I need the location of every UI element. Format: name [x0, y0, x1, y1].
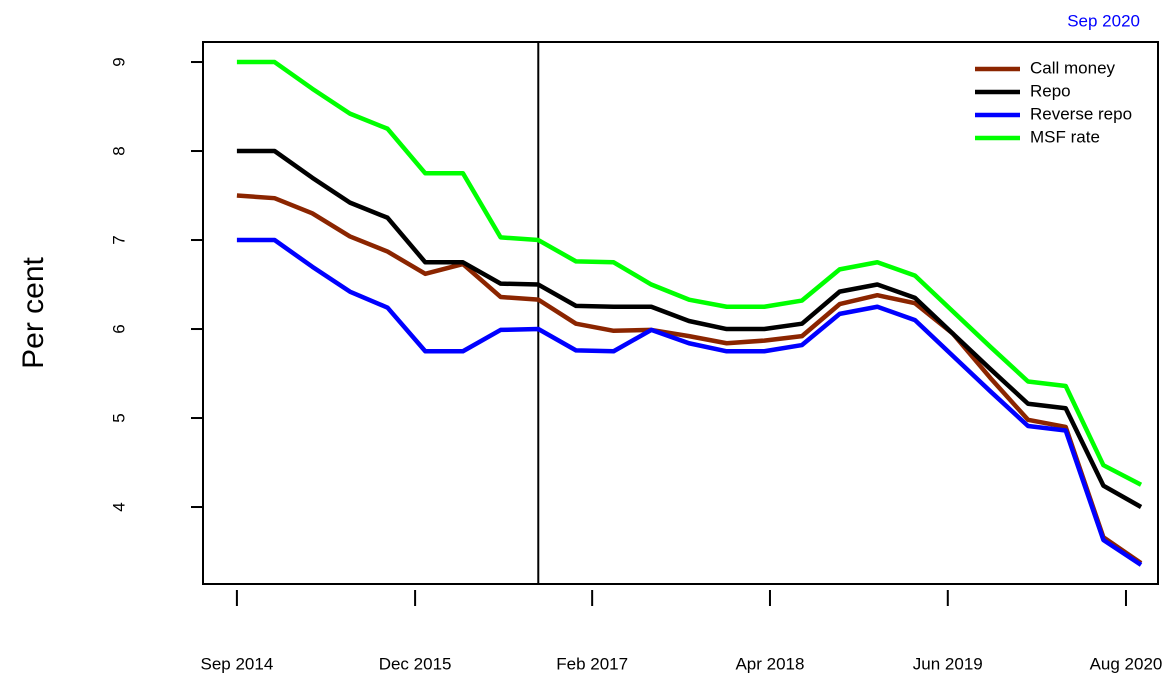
- y-axis-label: Per cent: [17, 256, 50, 368]
- plot-frame: [202, 41, 1159, 585]
- legend-label: MSF rate: [1030, 127, 1100, 146]
- y-tick-label: 5: [109, 413, 128, 422]
- x-tick-label: Jun 2019: [913, 654, 983, 673]
- y-tick-label: 4: [109, 502, 128, 511]
- y-tick-label: 8: [109, 146, 128, 155]
- annotation: Sep 2020: [1067, 11, 1140, 30]
- legend-label: Reverse repo: [1030, 104, 1132, 123]
- series-line: [236, 193, 1143, 565]
- x-tick-label: Aug 2020: [1090, 654, 1163, 673]
- legend-label: Call money: [1030, 58, 1116, 77]
- legend-label: Repo: [1030, 81, 1071, 100]
- x-tick-label: Apr 2018: [735, 654, 804, 673]
- y-tick-label: 7: [109, 235, 128, 244]
- x-tick-label: Dec 2015: [379, 654, 452, 673]
- series-line: [236, 237, 1143, 567]
- series-line: [236, 148, 1143, 509]
- y-tick-label: 9: [109, 57, 128, 66]
- x-tick-label: Sep 2014: [201, 654, 274, 673]
- y-tick-label: 6: [109, 324, 128, 333]
- series-line: [236, 59, 1143, 487]
- x-tick-label: Feb 2017: [556, 654, 628, 673]
